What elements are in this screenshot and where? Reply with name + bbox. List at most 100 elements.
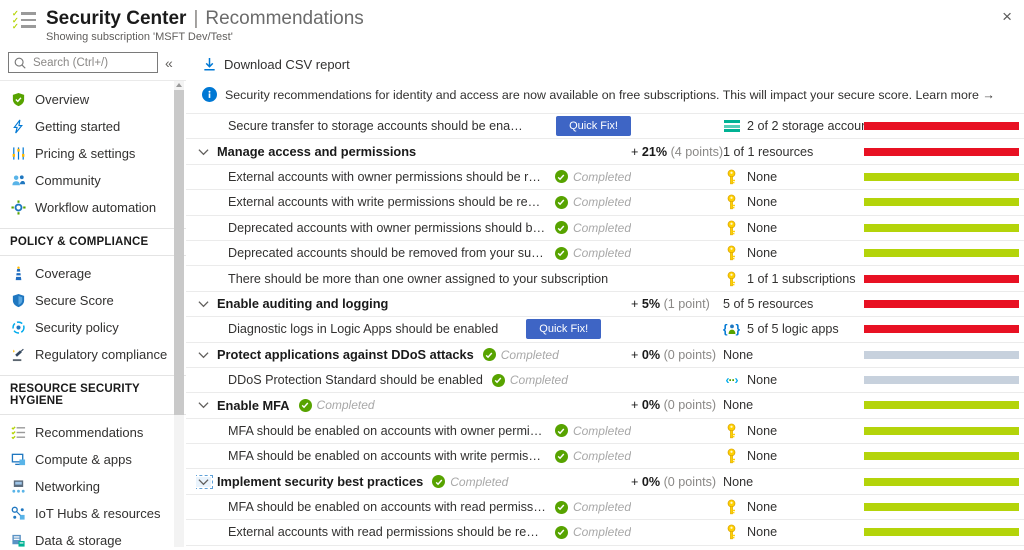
- recommendation-title: MFA should be enabled on accounts with o…: [228, 423, 546, 438]
- sidebar-item-recommendations[interactable]: Recommendations: [0, 419, 186, 446]
- chevron-down-icon[interactable]: [196, 474, 213, 489]
- scrollbar-thumb[interactable]: [174, 90, 184, 415]
- row-title-cell: External accounts with read permissions …: [196, 525, 631, 539]
- recommendation-title: Protect applications against DDoS attack…: [217, 347, 474, 363]
- check-icon: [554, 195, 568, 209]
- sidebar-item-compute-apps[interactable]: Compute & apps: [0, 446, 186, 473]
- recommendation-title: MFA should be enabled on accounts with w…: [228, 449, 546, 464]
- progress-bar: [864, 350, 1024, 359]
- gavel-icon: [11, 347, 26, 362]
- table-row[interactable]: MFA should be enabled on accounts with o…: [186, 418, 1024, 445]
- table-row[interactable]: MFA should be enabled on accounts with w…: [186, 444, 1024, 470]
- row-title-cell: Secure transfer to storage accounts shou…: [196, 116, 631, 137]
- checklist-icon: [11, 425, 26, 440]
- table-row[interactable]: Secure transfer to storage accounts shou…: [186, 114, 1024, 140]
- check-icon: [482, 348, 496, 362]
- sidebar-item-label: Getting started: [35, 119, 121, 134]
- recommendation-title: MFA should be enabled on accounts with r…: [228, 500, 546, 515]
- table-row[interactable]: MFA should be enabled on accounts with r…: [186, 494, 1024, 521]
- recommendation-title: Manage access and permissions: [217, 144, 417, 160]
- sidebar-item-networking[interactable]: Networking: [0, 473, 186, 500]
- scroll-up-icon[interactable]: [176, 83, 182, 87]
- sidebar-item-community[interactable]: Community: [0, 167, 186, 194]
- recommendation-title: External accounts with owner permissions…: [228, 169, 546, 184]
- sidebar-item-iot-hubs[interactable]: IoT Hubs & resources: [0, 500, 186, 527]
- row-title-cell: Implement security best practices Comple…: [196, 474, 631, 489]
- table-row[interactable]: DDoS Protection Standard should be enabl…: [186, 367, 1024, 394]
- chevron-down-icon[interactable]: [196, 147, 211, 157]
- arrow-right-icon: →: [982, 87, 995, 102]
- table-row[interactable]: Deprecated accounts should be removed fr…: [186, 240, 1024, 267]
- sidebar-item-data-storage[interactable]: Data & storage: [0, 527, 186, 550]
- network-icon: [11, 479, 26, 494]
- completed-label: Completed: [572, 169, 631, 184]
- table-row[interactable]: Enable MFA Completed + 0% (0 points) Non…: [186, 393, 1024, 419]
- download-label: Download CSV report: [224, 56, 350, 72]
- resource-cell: ‹··› None: [725, 373, 778, 388]
- table-row[interactable]: Enable auditing and logging + 5% (1 poin…: [186, 291, 1024, 318]
- quick-fix-button[interactable]: Quick Fix!: [526, 319, 602, 340]
- resource-cell: None: [723, 448, 864, 464]
- row-title-cell: DDoS Protection Standard should be enabl…: [196, 373, 631, 387]
- progress-bar: [864, 503, 1024, 512]
- completed-badge: Completed: [554, 449, 631, 464]
- chevron-down-icon[interactable]: [196, 350, 211, 360]
- completed-badge: Completed: [482, 348, 559, 362]
- progress-bar: [864, 477, 1024, 486]
- quick-fix-button[interactable]: Quick Fix!: [556, 116, 631, 137]
- completed-label: Completed: [509, 373, 568, 388]
- table-row[interactable]: A maximum of 3 owners should be designat…: [186, 545, 1024, 547]
- sidebar-item-secure-score[interactable]: Secure Score: [0, 287, 186, 314]
- chevron-down-icon[interactable]: [196, 299, 211, 309]
- sidebar-scrollbar[interactable]: [174, 81, 184, 547]
- completed-label: Completed: [572, 449, 631, 464]
- key-icon: [727, 194, 736, 210]
- table-row[interactable]: External accounts with owner permissions…: [186, 164, 1024, 191]
- close-icon[interactable]: ×: [1002, 7, 1012, 26]
- sidebar-item-overview[interactable]: Overview: [0, 86, 186, 113]
- storage-icon: [723, 120, 740, 132]
- recommendation-title: Enable auditing and logging: [217, 296, 389, 312]
- resource-cell: None: [723, 398, 754, 413]
- row-title-cell: Manage access and permissions: [196, 144, 631, 159]
- sidebar-item-workflow-automation[interactable]: Workflow automation: [0, 194, 186, 221]
- table-row[interactable]: There should be more than one owner assi…: [186, 266, 1024, 292]
- info-banner: Security recommendations for identity an…: [186, 75, 1024, 106]
- resource-cell: None: [723, 499, 864, 515]
- chevron-down-icon[interactable]: [196, 400, 211, 410]
- sidebar-item-coverage[interactable]: Coverage: [0, 260, 186, 287]
- completed-badge: Completed: [491, 373, 568, 388]
- table-row[interactable]: Diagnostic logs in Logic Apps should be …: [186, 317, 1024, 343]
- table-row[interactable]: External accounts with write permissions…: [186, 190, 1024, 216]
- sidebar-item-pricing-settings[interactable]: Pricing & settings: [0, 140, 186, 167]
- sidebar-item-getting-started[interactable]: Getting started: [0, 113, 186, 140]
- score-cell: + 21% (4 points): [631, 144, 724, 159]
- sidebar-item-regulatory-compliance[interactable]: Regulatory compliance: [0, 341, 186, 368]
- shield-icon: [11, 293, 26, 308]
- search-input[interactable]: [8, 52, 158, 73]
- progress-bar: [864, 452, 1024, 461]
- check-icon: [554, 246, 568, 260]
- table-row[interactable]: Implement security best practices Comple…: [186, 469, 1024, 495]
- row-title-cell: MFA should be enabled on accounts with w…: [196, 449, 631, 463]
- table-row[interactable]: Protect applications against DDoS attack…: [186, 342, 1024, 368]
- table-row[interactable]: Deprecated accounts with owner permissio…: [186, 215, 1024, 241]
- sidebar-item-security-policy[interactable]: Security policy: [0, 314, 186, 341]
- sidebar-item-label: Pricing & settings: [35, 146, 136, 161]
- resource-cell: {} 5 of 5 logic apps: [723, 322, 839, 337]
- completed-label: Completed: [572, 423, 631, 438]
- table-row[interactable]: Manage access and permissions + 21% (4 p…: [186, 139, 1024, 165]
- search-box: [8, 52, 158, 73]
- recommendations-table: Secure transfer to storage accounts shou…: [186, 113, 1024, 547]
- search-icon: [14, 57, 26, 69]
- sidebar-section-policy-compliance: POLICY & COMPLIANCE: [0, 228, 186, 256]
- download-csv-button[interactable]: Download CSV report: [186, 45, 1024, 75]
- check-icon: [298, 398, 312, 412]
- security-center-logo-icon: ✓ ✓ ✓: [12, 8, 36, 31]
- collapse-sidebar-icon[interactable]: «: [165, 54, 173, 71]
- progress-bar: [864, 172, 1024, 181]
- table-row[interactable]: External accounts with read permissions …: [186, 520, 1024, 546]
- ddos-icon: ‹··›: [725, 373, 739, 388]
- score-cell: + 0% (0 points): [631, 398, 717, 413]
- completed-badge: Completed: [554, 423, 631, 438]
